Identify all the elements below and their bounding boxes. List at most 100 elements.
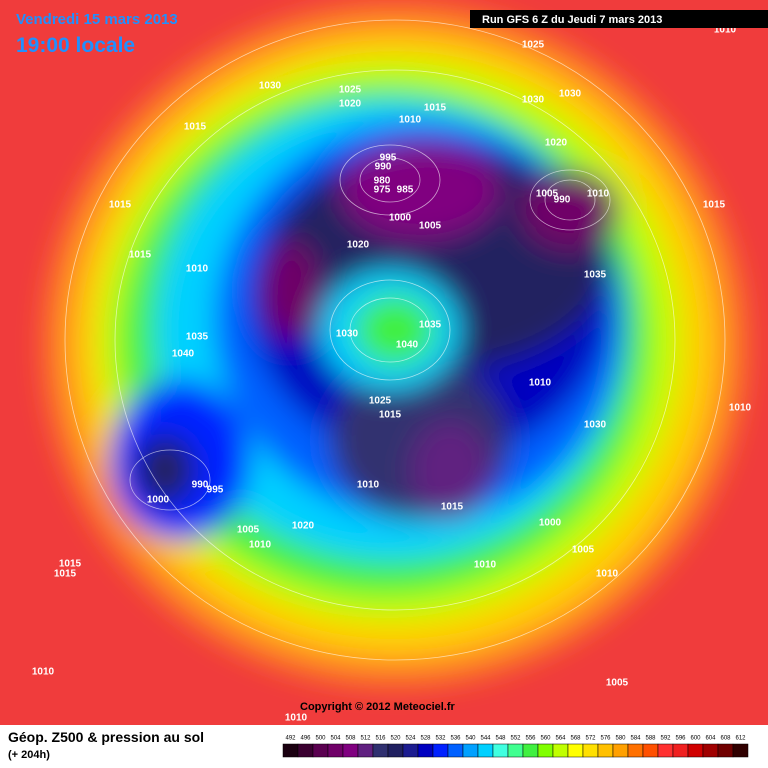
scale-label: 544	[480, 736, 491, 742]
pressure-label: 1035	[186, 332, 209, 343]
pressure-label: 1035	[419, 320, 442, 331]
scale-label: 520	[390, 736, 401, 742]
scale-cell	[402, 743, 419, 758]
scale-label: 500	[315, 736, 326, 742]
pressure-label: 990	[375, 162, 392, 173]
pressure-label: 1020	[339, 99, 362, 110]
pressure-label: 1010	[596, 569, 619, 580]
pressure-label: 1010	[399, 115, 422, 126]
scale-label: 492	[285, 736, 296, 742]
pressure-label: 1000	[147, 495, 170, 506]
scale-cell	[732, 743, 749, 758]
pressure-label: 990	[192, 480, 209, 491]
scale-label: 576	[600, 736, 611, 742]
pressure-label: 1015	[54, 569, 77, 580]
scale-cell	[702, 743, 719, 758]
scale-label: 584	[630, 736, 641, 742]
pressure-label: 1025	[339, 85, 362, 96]
scale-label: 496	[300, 736, 311, 742]
scale-label: 612	[735, 736, 746, 742]
scale-cell	[687, 743, 704, 758]
scale-cell	[387, 743, 404, 758]
scale-label: 572	[585, 736, 596, 742]
scale-label: 596	[675, 736, 686, 742]
pressure-label: 1030	[584, 420, 607, 431]
scale-cell	[717, 743, 734, 758]
scale-cell	[657, 743, 674, 758]
pressure-label: 1005	[606, 678, 629, 689]
pressure-label: 1025	[369, 396, 392, 407]
scale-label: 588	[645, 736, 656, 742]
pressure-label: 1040	[172, 349, 195, 360]
pressure-label: 995	[207, 485, 224, 496]
scale-cell	[477, 743, 494, 758]
scale-label: 564	[555, 736, 566, 742]
forecast-date: Vendredi 15 mars 2013	[16, 11, 178, 28]
scale-cell	[297, 743, 314, 758]
pressure-label: 1010	[32, 667, 55, 678]
scale-label: 532	[435, 736, 446, 742]
legend-title: Géop. Z500 & pression au sol	[8, 729, 204, 745]
pressure-label: 1020	[292, 521, 315, 532]
pressure-label: 1015	[424, 103, 447, 114]
pressure-label: 1020	[347, 240, 370, 251]
scale-label: 600	[690, 736, 701, 742]
color-scale: 492 496 500 504 508 512 516 520 524 528 532 536 540 5…	[282, 736, 749, 758]
scale-cell	[417, 743, 434, 758]
pressure-label: 1010	[186, 264, 209, 275]
scale-cell	[642, 743, 659, 758]
run-box	[470, 10, 768, 28]
scale-cell	[447, 743, 464, 758]
scale-cell	[312, 743, 329, 758]
scale-label: 548	[495, 736, 506, 742]
scale-label: 556	[525, 736, 536, 742]
pressure-label: 1015	[129, 250, 152, 261]
pressure-label: 995	[380, 153, 397, 164]
isobars	[64, 19, 726, 661]
pressure-label: 1015	[109, 200, 132, 211]
scale-label: 608	[720, 736, 731, 742]
pressure-label: 1030	[522, 95, 545, 106]
scale-cell	[672, 743, 689, 758]
run-info: Run GFS 6 Z du Jeudi 7 mars 2013	[482, 14, 662, 26]
scale-label: 508	[345, 736, 356, 742]
scale-cell	[552, 743, 569, 758]
scale-label: 504	[330, 736, 341, 742]
pressure-label: 1030	[336, 329, 359, 340]
pressure-label: 1020	[545, 138, 568, 149]
pressure-label: 1035	[584, 270, 607, 281]
scale-cell	[627, 743, 644, 758]
pressure-label: 1005	[536, 189, 559, 200]
scale-cell	[567, 743, 584, 758]
scale-cell	[357, 743, 374, 758]
pressure-label: 1010	[285, 713, 308, 724]
pressure-label: 975	[374, 185, 391, 196]
scale-label: 524	[405, 736, 416, 742]
scale-cell	[342, 743, 359, 758]
scale-label: 516	[375, 736, 386, 742]
scale-cell	[522, 743, 539, 758]
pressure-label: 1005	[572, 545, 595, 556]
pressure-label: 1030	[559, 89, 582, 100]
scale-cell	[282, 743, 299, 758]
pressure-label: 1010	[729, 403, 752, 414]
pressure-label: 1000	[539, 518, 562, 529]
pressure-label: 1010	[357, 480, 380, 491]
scale-cell	[327, 743, 344, 758]
pressure-label: 1015	[184, 122, 207, 133]
scale-label: 568	[570, 736, 581, 742]
pressure-label: 1015	[59, 559, 82, 570]
copyright: Copyright © 2012 Meteociel.fr	[300, 701, 456, 713]
scale-cell	[462, 743, 479, 758]
scale-cell	[597, 743, 614, 758]
scale-label: 512	[360, 736, 371, 742]
pressure-label: 1025	[522, 40, 545, 51]
scale-label: 540	[465, 736, 476, 742]
scale-cell	[582, 743, 599, 758]
scale-cell	[432, 743, 449, 758]
pressure-label: 980	[374, 176, 391, 187]
pressure-label: 1015	[441, 502, 464, 513]
pressure-label: 1010	[714, 25, 737, 36]
